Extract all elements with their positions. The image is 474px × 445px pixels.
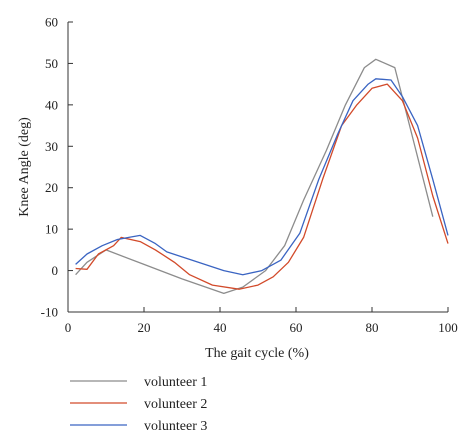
y-tick-label: 10 [45, 222, 58, 237]
y-tick-label: 20 [45, 180, 58, 195]
legend-label-volunteer-2: volunteer 2 [144, 397, 207, 412]
legend-label-volunteer-1: volunteer 1 [144, 375, 207, 390]
x-tick-label: 0 [65, 320, 72, 335]
legend: volunteer 1 volunteer 2 volunteer 3 [70, 375, 207, 434]
x-axis-title: The gait cycle (%) [205, 346, 309, 361]
y-axis-title-group: Knee Angle (deg) [17, 117, 32, 217]
x-tick-label: 80 [366, 320, 379, 335]
y-tick-label: 50 [45, 56, 58, 71]
x-tick-label: 100 [438, 320, 458, 335]
y-tick-label: -10 [41, 305, 58, 320]
y-tick-label: 30 [45, 139, 58, 154]
y-tick-label: 60 [45, 15, 58, 30]
series-line-volunteer-2 [75, 83, 449, 290]
y-tick-label: 40 [45, 97, 58, 112]
x-tick-label: 60 [290, 320, 303, 335]
x-tick-label: 20 [138, 320, 151, 335]
y-tick-label: 0 [52, 263, 59, 278]
legend-label-volunteer-3: volunteer 3 [144, 419, 207, 434]
series-line-volunteer-3 [75, 78, 449, 276]
x-tick-label: 40 [214, 320, 227, 335]
y-axis-title: Knee Angle (deg) [17, 117, 32, 217]
series-line-volunteer-1 [75, 58, 434, 295]
